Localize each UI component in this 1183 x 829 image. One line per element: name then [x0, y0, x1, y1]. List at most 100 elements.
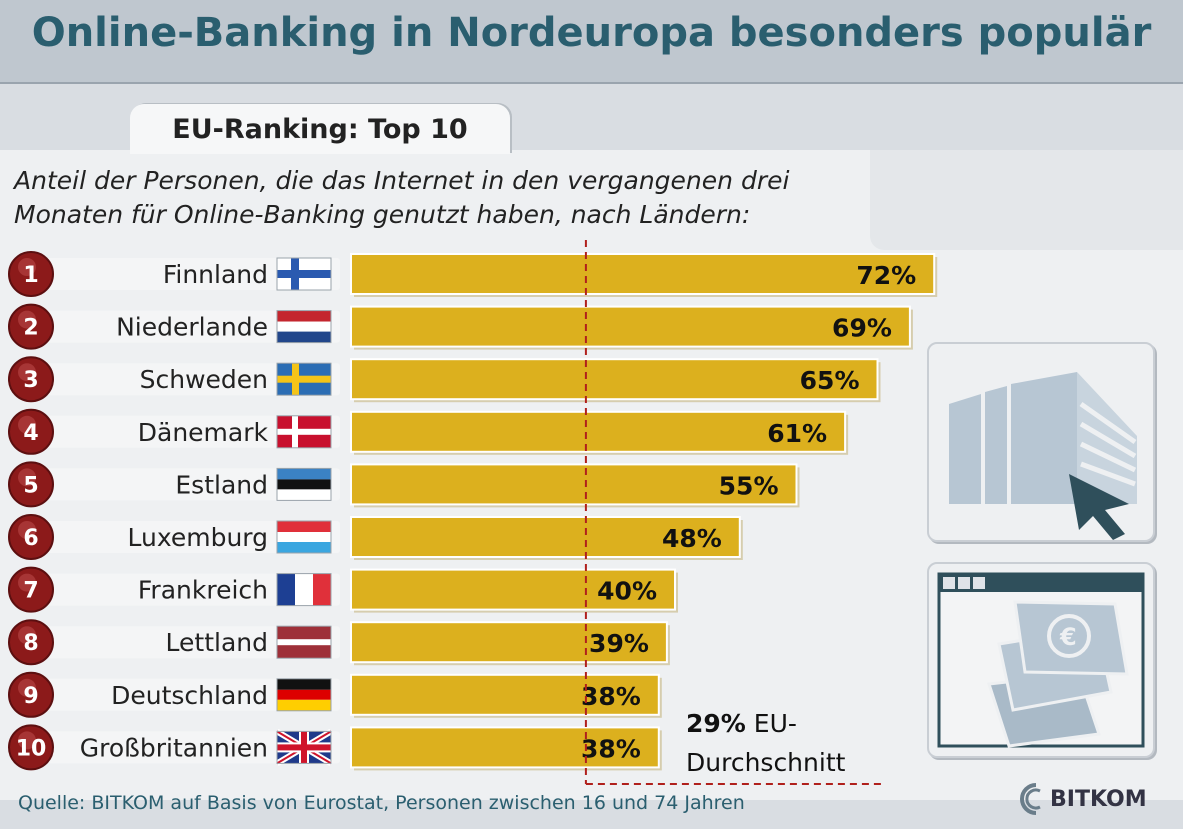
row-label-strip: [30, 258, 340, 290]
chart-row: 1 Finnland 72%: [8, 251, 938, 297]
data-label: 48%: [662, 524, 722, 553]
chart-row: 2 Niederlande 69%: [8, 303, 913, 350]
flag-sweden-icon: [276, 362, 332, 396]
flag-netherlands-icon: [276, 310, 332, 344]
rank-number: 4: [23, 421, 38, 446]
country-label: Schweden: [140, 365, 268, 394]
flag-denmark-icon: [276, 415, 332, 449]
country-label: Lettland: [166, 628, 268, 657]
data-label: 38%: [581, 682, 641, 711]
bar: [350, 516, 741, 558]
flag-latvia-icon: [276, 625, 332, 659]
rank-badge-highlight: [18, 731, 36, 750]
bar: [350, 621, 668, 664]
bitkom-logo-icon: [1020, 783, 1041, 815]
rank-number: 6: [23, 526, 38, 551]
country-label: Niederlande: [116, 313, 268, 342]
rank-badge-highlight: [18, 310, 36, 329]
rank-badge-highlight: [18, 573, 36, 592]
rank-badge-highlight: [18, 626, 36, 645]
rank-badge-highlight: [18, 415, 36, 434]
bar: [350, 253, 936, 295]
country-label: Frankreich: [138, 576, 268, 605]
bar: [350, 673, 660, 716]
bar: [350, 410, 847, 453]
data-label: 39%: [589, 629, 649, 658]
rank-number: 5: [23, 473, 38, 498]
country-label: Finnland: [163, 260, 268, 289]
flag-estonia-icon: [276, 467, 332, 501]
eu-average-label-2: Durchschnitt: [686, 748, 846, 777]
rank-badge-highlight: [18, 363, 36, 382]
flag-germany-icon: [276, 678, 332, 712]
bitkom-logo-text: BITKOM: [1050, 787, 1147, 812]
eu-average-label-1: EU-: [753, 709, 797, 738]
rank-badge-highlight: [18, 468, 36, 487]
chart-row: 7 Frankreich 40%: [8, 566, 678, 613]
data-label: 38%: [581, 734, 641, 763]
country-label: Großbritannien: [80, 733, 268, 762]
data-label: 65%: [800, 366, 860, 395]
chart-row: 3 Schweden 65%: [8, 356, 881, 403]
bar: [350, 568, 676, 611]
page-title: Online-Banking in Nordeuropa besonders p…: [31, 10, 1152, 56]
row-label-strip: [30, 678, 340, 711]
bar: [350, 463, 798, 506]
subtitle-line-2: Monaten für Online-Banking genutzt haben…: [14, 200, 751, 229]
chart-row: 10 Großbritannien 38%: [8, 724, 662, 771]
rank-number: 3: [23, 368, 38, 393]
rank-number: 7: [23, 579, 38, 604]
row-label-strip: [30, 363, 340, 396]
row-label-strip: [30, 731, 340, 764]
rank-number: 9: [23, 684, 38, 709]
ranking-tab: EU-Ranking: Top 10: [130, 104, 510, 154]
data-label: 40%: [597, 577, 657, 606]
data-label: 55%: [719, 471, 779, 500]
chart-subtitle: Anteil der Personen, die das Internet in…: [14, 164, 789, 232]
rank-badge-highlight: [18, 678, 36, 697]
row-label-strip: [30, 626, 340, 659]
bar: [350, 305, 911, 348]
eu-average-value: 29% EU-: [686, 709, 797, 738]
ranking-tab-label: EU-Ranking: Top 10: [172, 114, 468, 145]
data-label: 69%: [832, 314, 892, 343]
bar: [350, 358, 879, 401]
rank-number: 10: [16, 736, 47, 761]
chart-row: 8 Lettland 39%: [8, 619, 670, 666]
source-note: Quelle: BITKOM auf Basis von Eurostat, P…: [18, 792, 745, 814]
row-label-strip: [30, 310, 340, 343]
rank-number: 1: [23, 263, 38, 288]
flag-luxembourg-icon: [276, 520, 332, 554]
country-label: Dänemark: [138, 418, 269, 447]
money-window-card: €: [927, 562, 1155, 758]
header-bar: Online-Banking in Nordeuropa besonders p…: [0, 0, 1183, 84]
panel-corner-block: [870, 150, 1183, 250]
flag-france-icon: [276, 573, 332, 607]
eu-average-number: 29%: [686, 709, 746, 738]
data-label: 61%: [767, 419, 827, 448]
rank-badge-highlight: [18, 258, 36, 276]
row-label-strip: [30, 468, 340, 501]
row-label-strip: [30, 415, 340, 448]
data-label: 72%: [856, 261, 916, 290]
building-card: [927, 342, 1155, 542]
bank-building-icon: [949, 372, 1137, 540]
flag-finland-icon: [276, 257, 332, 291]
row-label-strip: [30, 521, 340, 553]
country-label: Luxemburg: [127, 523, 268, 552]
rank-number: 2: [23, 316, 38, 341]
chart-row: 4 Dänemark 61%: [8, 408, 849, 455]
bar: [350, 726, 660, 769]
rank-number: 8: [23, 631, 38, 656]
country-label: Estland: [175, 470, 268, 499]
banknote-window-icon: €: [937, 572, 1145, 748]
chart-row: 5 Estland 55%: [8, 461, 800, 508]
chart-row: 9 Deutschland 38%: [8, 671, 662, 718]
rank-badge-highlight: [18, 521, 36, 539]
flag-uk-icon: [275, 728, 333, 766]
country-label: Deutschland: [111, 681, 268, 710]
chart-row: 6 Luxemburg 48%: [8, 514, 743, 560]
euro-symbol-icon: €: [1059, 623, 1077, 651]
